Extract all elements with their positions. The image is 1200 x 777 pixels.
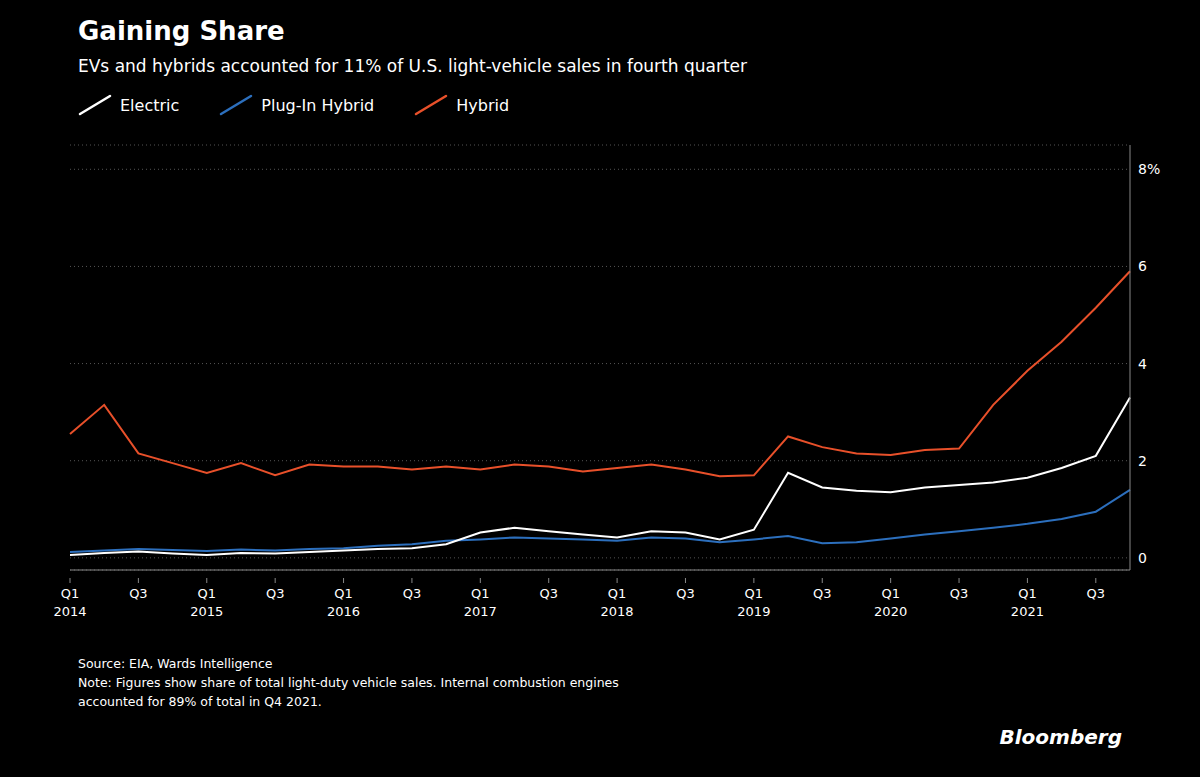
svg-text:Q3: Q3 <box>676 586 695 601</box>
html-text:Source: EIA, Wards Intelligenc: Source: EIA, Wards Intelligence Note: Fi… <box>78 656 619 709</box>
svg-text:Q3: Q3 <box>266 586 285 601</box>
svg-text:Q12016: Q12016 <box>327 586 360 619</box>
svg-text:Q12021: Q12021 <box>1011 586 1044 619</box>
svg-text:Q12014: Q12014 <box>53 586 86 619</box>
svg-text:0: 0 <box>1138 550 1147 566</box>
svg-text:Q12020: Q12020 <box>874 586 907 619</box>
svg-text:Q3: Q3 <box>403 586 422 601</box>
svg-text:4: 4 <box>1138 356 1147 372</box>
svg-text:Q12015: Q12015 <box>190 586 223 619</box>
svg-text:Q12018: Q12018 <box>601 586 634 619</box>
svg-text:Q3: Q3 <box>950 586 969 601</box>
svg-text:Q12019: Q12019 <box>737 586 770 619</box>
html-text:EVs and hybrids accounted for: EVs and hybrids accounted for 11% of U.S… <box>78 56 747 76</box>
svg-text:2: 2 <box>1138 453 1147 469</box>
svg-text:Q3: Q3 <box>813 586 832 601</box>
html-text:Plug-In Hybrid: Plug-In Hybrid <box>261 95 375 115</box>
html-text:Electric: Electric <box>120 95 180 115</box>
svg-text:6: 6 <box>1138 258 1147 274</box>
svg-text:Q12017: Q12017 <box>464 586 497 619</box>
html-text:Hybrid: Hybrid <box>456 95 510 115</box>
html-text:Gaining Share: Gaining Share <box>78 16 285 46</box>
html-text:Bloomberg: Bloomberg <box>999 725 1122 749</box>
svg-text:8%: 8% <box>1138 161 1160 177</box>
svg-text:Q3: Q3 <box>1087 586 1106 601</box>
svg-text:Q3: Q3 <box>129 586 148 601</box>
svg-text:Q3: Q3 <box>539 586 558 601</box>
